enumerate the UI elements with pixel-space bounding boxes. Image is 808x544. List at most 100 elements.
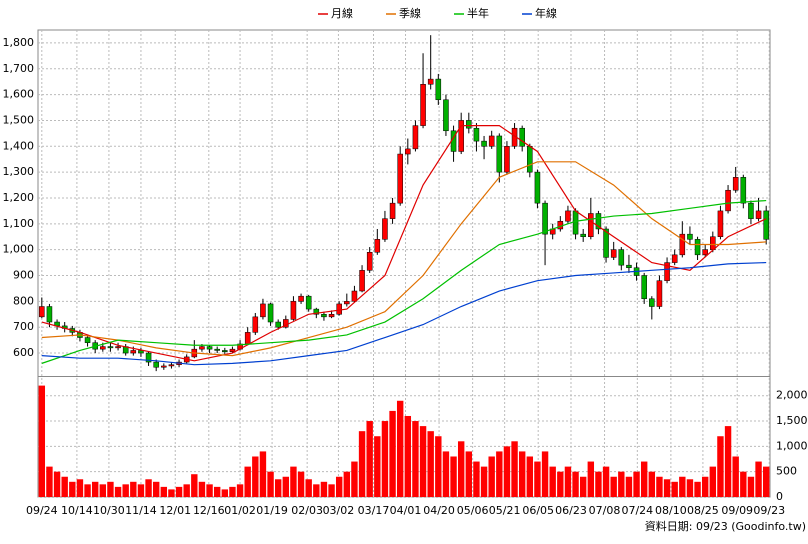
- volume-bar: [374, 436, 381, 497]
- volume-bar: [526, 456, 534, 497]
- candle-body: [321, 314, 327, 318]
- footer: 資料日期: 09/23 (Goodinfo.tw): [645, 519, 806, 533]
- candle-body: [420, 84, 426, 126]
- volume-bar: [335, 476, 343, 497]
- candle-body: [153, 361, 159, 368]
- candle-body: [115, 346, 121, 349]
- volume-bar: [579, 476, 587, 497]
- candle-body: [504, 146, 510, 173]
- volume-bar: [549, 466, 556, 497]
- volume-bar: [640, 461, 648, 497]
- x-tick-label: 12/01: [159, 504, 191, 517]
- volume-bar: [122, 484, 129, 497]
- volume-bar: [473, 461, 480, 497]
- candle-body: [39, 306, 45, 318]
- volume-bar: [587, 461, 595, 497]
- volume-bar: [442, 451, 450, 497]
- candle-body: [214, 348, 220, 351]
- volume-bar: [198, 481, 206, 497]
- volume-bar: [313, 484, 320, 497]
- plot-frame: [37, 29, 771, 498]
- volume-tick-label: 2,000: [776, 389, 808, 402]
- volume-bar: [625, 476, 633, 497]
- volume-bar: [183, 484, 190, 497]
- volume-bar: [389, 410, 396, 497]
- volume-bar: [679, 476, 686, 497]
- candle-body: [359, 270, 365, 292]
- volume-bar: [412, 421, 419, 497]
- candle-body: [763, 210, 769, 240]
- legend-label: 月線: [331, 6, 353, 20]
- candle-body: [466, 120, 472, 129]
- volume-bar: [694, 481, 701, 497]
- volume-bar: [351, 461, 358, 497]
- candle-body: [405, 148, 411, 155]
- y-tick-label: 1,100: [3, 217, 35, 230]
- candle-body: [679, 233, 686, 256]
- volume-bar: [320, 481, 328, 497]
- volume-bar: [595, 471, 602, 497]
- moving-average: [41, 161, 767, 357]
- candle-body: [671, 254, 678, 263]
- y-tick-label: 700: [13, 320, 34, 333]
- volume-bar: [76, 479, 84, 497]
- volume-bar: [168, 489, 175, 497]
- candle-body: [374, 239, 381, 253]
- volume-bar: [99, 484, 107, 497]
- candle-body: [336, 303, 342, 315]
- candle-body: [649, 298, 655, 307]
- legend-label: 半年: [467, 6, 489, 20]
- volume-bar: [618, 471, 625, 497]
- volume-bar: [381, 421, 389, 497]
- candle-body: [687, 233, 693, 240]
- candle-body: [397, 153, 403, 204]
- candle-body: [145, 352, 152, 363]
- volume-bar: [53, 471, 61, 497]
- x-tick-label: 08/25: [687, 504, 719, 517]
- volume-bar: [252, 456, 259, 497]
- volume-bar: [46, 466, 53, 497]
- candle-body: [344, 301, 350, 305]
- candle-body: [473, 127, 480, 142]
- volume-bar: [686, 479, 694, 497]
- volume-bar: [130, 481, 137, 497]
- volume-bar: [114, 486, 122, 497]
- volume-tick-label: 1,500: [776, 414, 808, 427]
- candle-body: [481, 140, 487, 147]
- candle-body: [100, 346, 106, 350]
- candle-body: [46, 306, 53, 323]
- candle-body: [641, 275, 647, 300]
- volume-tick-label: 500: [776, 465, 797, 478]
- x-tick-label: 09/24: [26, 504, 58, 517]
- candle-body: [717, 210, 724, 237]
- candle-body: [366, 251, 373, 271]
- y-tick-label: 1,800: [3, 36, 35, 49]
- volume-bar: [747, 476, 755, 497]
- candle-body: [732, 177, 739, 191]
- candle-body: [725, 189, 731, 212]
- x-tick-label: 10/14: [61, 504, 93, 517]
- candle-body: [443, 99, 449, 132]
- candle-body: [298, 295, 304, 302]
- volume-bar: [175, 486, 183, 497]
- volume-bar: [152, 481, 160, 497]
- x-tick-label: 12/16: [193, 504, 225, 517]
- candle-body: [84, 337, 91, 343]
- moving-average: [41, 199, 767, 364]
- candle-body: [519, 127, 525, 147]
- y-tick-label: 900: [13, 269, 34, 282]
- x-tick-label: 05/21: [489, 504, 521, 517]
- volume-bar: [534, 461, 541, 497]
- volume-bar: [564, 466, 572, 497]
- volume-bar: [91, 481, 99, 497]
- candle-body: [382, 218, 388, 240]
- y-tick-label: 1,200: [3, 191, 35, 204]
- candle-body: [435, 78, 442, 101]
- candle-body: [755, 210, 762, 219]
- volume-bar: [671, 481, 678, 497]
- volume-bar: [724, 426, 732, 497]
- candle-body: [351, 290, 358, 302]
- volume-tick-label: 0: [776, 490, 783, 503]
- volume-bar: [709, 466, 717, 497]
- candle-body: [603, 228, 609, 258]
